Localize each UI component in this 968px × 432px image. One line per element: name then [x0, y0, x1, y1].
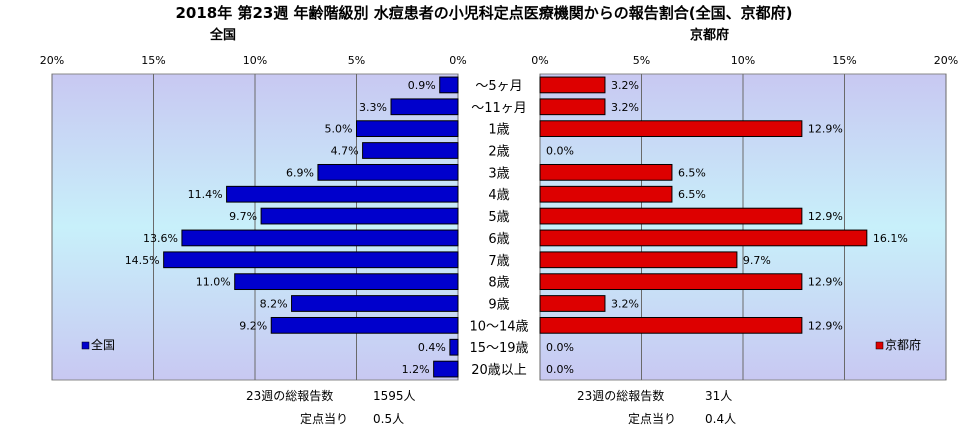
category-label: 7歳 — [488, 254, 509, 269]
right-x-tick-label: 10% — [731, 54, 755, 67]
national-bar — [181, 229, 459, 247]
category-label: 9歳 — [488, 298, 509, 313]
right-x-tick-label: 15% — [832, 54, 856, 67]
national-bar — [439, 76, 459, 94]
national-bar — [163, 251, 459, 269]
kyoto-data-label: 12.9% — [808, 123, 843, 136]
kyoto-data-label: 6.5% — [678, 188, 706, 201]
kyoto-data-label: 0.0% — [546, 145, 574, 158]
national-data-label: 11.4% — [188, 188, 223, 201]
kyoto-bar — [539, 251, 738, 269]
left-x-tick-label: 5% — [348, 54, 365, 67]
left-x-tick-label: 10% — [243, 54, 267, 67]
kyoto-data-label: 16.1% — [873, 232, 908, 245]
national-bar — [270, 316, 459, 334]
category-label: 2歳 — [488, 145, 509, 160]
right-panel-title: 京都府 — [690, 28, 730, 43]
kyoto-bar — [539, 76, 606, 94]
right-x-tick-label: 5% — [633, 54, 650, 67]
national-bar — [291, 295, 459, 312]
category-label: ～5ヶ月 — [475, 79, 522, 94]
kyoto-data-label: 12.9% — [808, 210, 843, 223]
national-per-label: 定点当り — [300, 412, 349, 426]
national-data-label: 8.2% — [260, 298, 288, 311]
kyoto-data-label: 6.5% — [678, 166, 706, 179]
kyoto-bar — [539, 229, 868, 247]
kyoto-legend-label: 京都府 — [885, 337, 921, 352]
kyoto-per-label: 定点当り — [628, 412, 677, 426]
kyoto-bar — [539, 207, 803, 225]
left-x-tick-label: 0% — [449, 54, 466, 67]
national-data-label: 3.3% — [359, 101, 387, 114]
kyoto-bar — [539, 295, 606, 312]
national-data-label: 0.4% — [418, 341, 446, 354]
national-data-label: 11.0% — [196, 276, 231, 289]
right-x-tick-label: 0% — [531, 54, 548, 67]
national-bar — [260, 207, 459, 225]
category-label: 3歳 — [488, 166, 509, 181]
national-data-label: 14.5% — [125, 254, 160, 267]
kyoto-bar — [539, 185, 673, 203]
national-data-label: 9.7% — [229, 210, 257, 223]
category-label: 8歳 — [488, 276, 509, 291]
national-data-label: 13.6% — [143, 232, 178, 245]
national-data-label: 5.0% — [325, 123, 353, 136]
national-total-value: 1595人 — [373, 389, 416, 403]
kyoto-data-label: 0.0% — [546, 341, 574, 354]
chart-title: 2018年 第23週 年齢階級別 水痘患者の小児科定点医療機関からの報告割合(全… — [175, 4, 793, 22]
kyoto-legend-swatch — [875, 341, 884, 350]
category-label: 5歳 — [488, 210, 509, 225]
kyoto-total-label: 23週の総報告数 — [577, 389, 665, 403]
left-x-tick-label: 15% — [141, 54, 165, 67]
category-label: 6歳 — [488, 232, 509, 247]
national-bar — [234, 273, 459, 291]
national-bar — [317, 163, 459, 181]
national-legend-swatch — [81, 341, 90, 350]
kyoto-bar — [539, 120, 803, 138]
category-label: 15～19歳 — [469, 341, 528, 356]
kyoto-data-label: 0.0% — [546, 363, 574, 376]
kyoto-data-label: 3.2% — [611, 79, 639, 92]
national-bar — [449, 338, 459, 356]
national-bar — [390, 98, 459, 116]
national-bar — [362, 142, 459, 159]
kyoto-data-label: 12.9% — [808, 319, 843, 332]
national-data-label: 9.2% — [239, 319, 267, 332]
category-label: 4歳 — [488, 188, 509, 203]
national-bar — [433, 360, 459, 378]
national-data-label: 4.7% — [331, 145, 359, 158]
left-panel-title: 全国 — [210, 28, 237, 43]
category-label: 1歳 — [488, 123, 509, 138]
kyoto-bar — [539, 98, 606, 116]
kyoto-bar — [539, 316, 803, 334]
national-data-label: 0.9% — [408, 79, 436, 92]
kyoto-data-label: 3.2% — [611, 101, 639, 114]
right-x-tick-label: 20% — [934, 54, 958, 67]
national-data-label: 1.2% — [402, 363, 430, 376]
national-bar — [356, 120, 459, 138]
national-legend-label: 全国 — [91, 337, 115, 352]
kyoto-bar — [539, 163, 673, 181]
category-label: 20歳以上 — [471, 363, 527, 378]
kyoto-total-value: 31人 — [705, 389, 733, 403]
kyoto-data-label: 3.2% — [611, 298, 639, 311]
national-per-value: 0.5人 — [373, 412, 405, 426]
left-x-tick-label: 20% — [40, 54, 64, 67]
kyoto-data-label: 12.9% — [808, 276, 843, 289]
kyoto-per-value: 0.4人 — [705, 412, 737, 426]
kyoto-data-label: 9.7% — [743, 254, 771, 267]
national-bar — [226, 185, 459, 203]
category-label: ～11ヶ月 — [471, 101, 527, 116]
category-label: 10～14歳 — [469, 319, 528, 334]
national-total-label: 23週の総報告数 — [246, 389, 334, 403]
kyoto-bar — [539, 273, 803, 291]
national-data-label: 6.9% — [286, 166, 314, 179]
